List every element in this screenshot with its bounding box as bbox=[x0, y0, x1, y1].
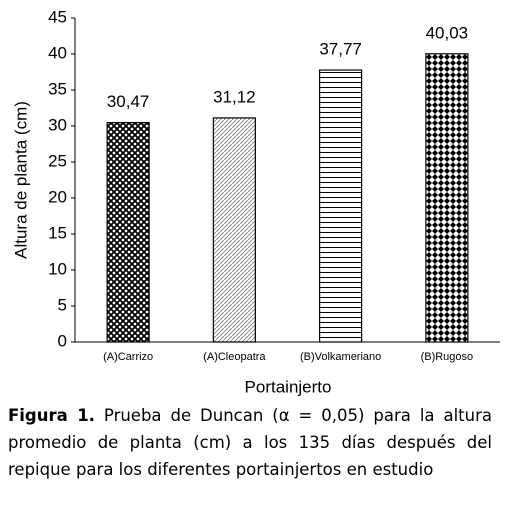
x-tick-label: (B)Volkameriano bbox=[300, 351, 381, 363]
chart: Altura de planta (cm) Portainjerto 0 5 10 1… bbox=[11, 7, 500, 396]
x-tick-label: (B)Rugoso bbox=[421, 351, 474, 363]
y-tick-label: 35 bbox=[48, 79, 67, 98]
y-tick-label: 0 bbox=[58, 331, 67, 350]
bar bbox=[106, 122, 150, 343]
value-label: 37,77 bbox=[319, 40, 362, 59]
y-axis-title: Altura de planta (cm) bbox=[11, 101, 30, 259]
bar bbox=[425, 53, 469, 343]
x-tick-label: (A)Carrizo bbox=[103, 351, 153, 363]
y-tick-label: 25 bbox=[48, 151, 67, 170]
value-label: 30,47 bbox=[107, 92, 150, 111]
y-tick-label: 45 bbox=[48, 7, 67, 26]
y-tick-label: 30 bbox=[48, 115, 67, 134]
y-tick-label: 15 bbox=[48, 223, 67, 242]
y-tick-label: 20 bbox=[48, 187, 67, 206]
bar bbox=[212, 117, 256, 343]
caption-label: Figura 1. bbox=[8, 406, 95, 425]
x-axis-title: Portainjerto bbox=[245, 377, 332, 396]
y-tick-label: 40 bbox=[48, 43, 67, 62]
value-label: 40,03 bbox=[426, 23, 469, 42]
y-tick-label: 10 bbox=[48, 259, 67, 278]
caption-text: Prueba de Duncan (α = 0,05) para la altu… bbox=[8, 406, 492, 479]
x-tick-label: (A)Cleopatra bbox=[203, 351, 266, 363]
bar bbox=[319, 69, 363, 343]
value-label: 31,12 bbox=[213, 87, 256, 106]
y-tick-label: 5 bbox=[58, 295, 67, 314]
caption: Figura 1. Prueba de Duncan (α = 0,05) pa… bbox=[8, 402, 492, 483]
